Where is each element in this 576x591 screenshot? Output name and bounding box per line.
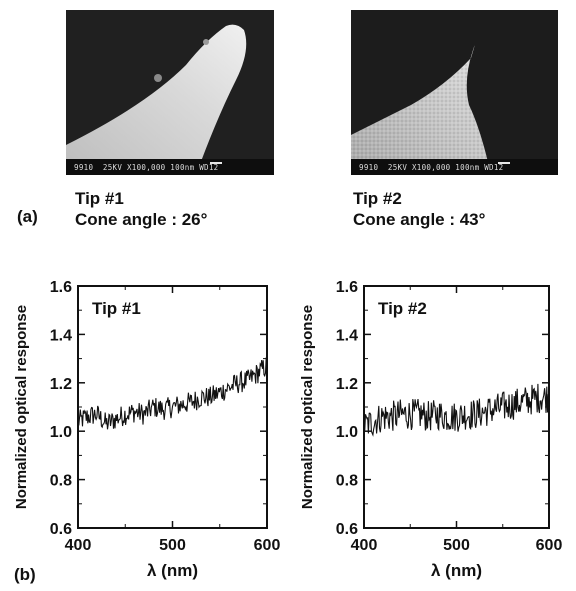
y-tick-label: 1.2 (336, 376, 358, 393)
x-tick-label: 600 (536, 537, 563, 554)
x-tick-label: 400 (351, 537, 378, 554)
y-tick-label: 0.8 (336, 473, 358, 490)
x-tick-label: 600 (254, 537, 281, 554)
spectrum-line (78, 358, 267, 430)
y-tick-label: 0.8 (50, 473, 72, 490)
x-tick-label: 500 (159, 537, 186, 554)
y-tick-label: 0.6 (50, 521, 72, 538)
y-tick-label: 1.0 (50, 424, 72, 441)
plot-annotation: Tip #1 (92, 299, 141, 318)
y-tick-label: 1.4 (336, 327, 358, 344)
y-tick-label: 0.6 (336, 521, 358, 538)
y-tick-label: 1.0 (336, 424, 358, 441)
y-tick-label: 1.6 (336, 279, 358, 296)
spectrum-line (364, 384, 549, 435)
y-tick-label: 1.2 (50, 376, 72, 393)
y-axis-label: Normalized optical response (299, 305, 316, 509)
x-tick-label: 400 (65, 537, 92, 554)
y-axis-label: Normalized optical response (13, 305, 30, 509)
y-tick-label: 1.4 (50, 327, 72, 344)
plot-annotation: Tip #2 (378, 299, 427, 318)
y-tick-label: 1.6 (50, 279, 72, 296)
x-tick-label: 500 (443, 537, 470, 554)
x-axis-label: λ (nm) (147, 561, 198, 580)
x-axis-label: λ (nm) (431, 561, 482, 580)
